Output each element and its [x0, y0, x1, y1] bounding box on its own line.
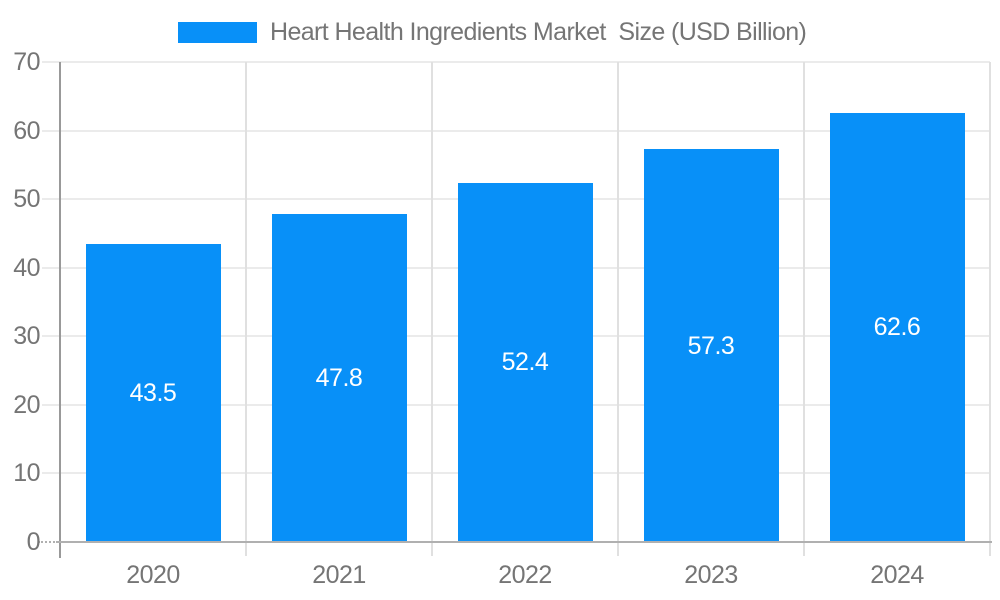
y-axis-tick-label: 30	[13, 322, 40, 351]
x-axis-label: 2020	[126, 561, 180, 589]
bar-value-label: 52.4	[501, 348, 549, 377]
y-gridline	[42, 61, 990, 63]
y-axis-tick-label: 10	[13, 459, 40, 488]
y-axis-tick-label: 40	[13, 253, 40, 282]
y-axis-tick-label: 20	[13, 390, 40, 419]
bar-value-label: 57.3	[687, 331, 735, 360]
x-gridline	[431, 62, 433, 556]
legend-label: Heart Health Ingredients Market Size (US…	[270, 18, 807, 46]
bar-2024	[829, 112, 965, 542]
y-axis-tick-label: 50	[13, 185, 40, 214]
bar-value-label: 47.8	[315, 364, 363, 393]
x-gridline	[989, 62, 991, 556]
bar-value-label: 62.6	[873, 313, 921, 342]
legend-swatch	[178, 21, 257, 43]
bar-value-label: 43.5	[129, 378, 177, 407]
bar-2020	[85, 243, 221, 542]
x-gridline	[245, 62, 247, 556]
x-axis-label: 2022	[498, 561, 552, 589]
x-axis-label: 2023	[684, 561, 738, 589]
x-axis-label: 2021	[312, 561, 366, 589]
y-axis-tick-label: 70	[13, 48, 40, 76]
legend: Heart Health Ingredients Market Size (US…	[178, 15, 807, 49]
x-axis-label: 2024	[870, 561, 924, 589]
y-axis-tick-label: 0	[26, 528, 41, 556]
x-gridline	[803, 62, 805, 556]
bar-2022	[457, 182, 593, 542]
x-gridline	[617, 62, 619, 556]
bar-2021	[271, 214, 407, 542]
zero-dotted-tick	[38, 541, 58, 543]
y-axis-line	[59, 62, 61, 558]
y-axis-tick-label: 60	[13, 116, 40, 145]
bar-2023	[643, 149, 779, 542]
